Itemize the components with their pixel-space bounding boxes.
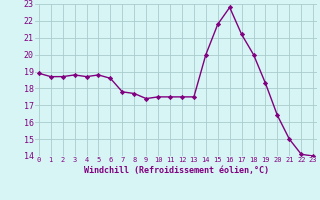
X-axis label: Windchill (Refroidissement éolien,°C): Windchill (Refroidissement éolien,°C) [84, 166, 268, 175]
